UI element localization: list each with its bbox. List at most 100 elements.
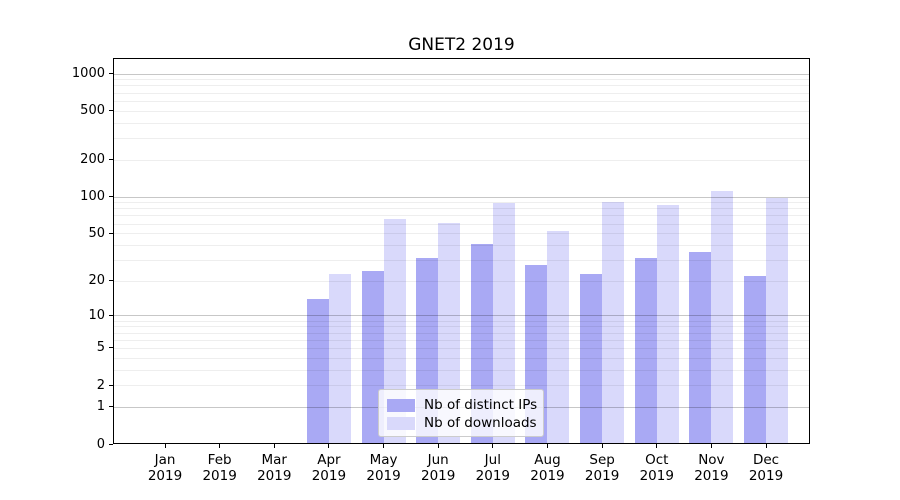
- gridline-minor: [113, 320, 810, 322]
- x-tick-year: 2019: [202, 468, 237, 484]
- x-tick-mark: [164, 444, 166, 448]
- x-tick-year: 2019: [530, 468, 565, 484]
- bar-ips-sep: [580, 273, 603, 444]
- bar-downloads-may: [383, 218, 406, 444]
- gridline-minor: [113, 244, 810, 246]
- chart-title: GNET2 2019: [408, 35, 515, 55]
- gridline-minor: [113, 369, 810, 371]
- y-tick-mark: [109, 314, 113, 316]
- x-tick-mark: [710, 444, 712, 448]
- gridline-minor: [113, 339, 810, 341]
- y-tick-label: 1: [96, 399, 105, 415]
- y-tick-mark: [109, 159, 113, 161]
- y-tick-mark: [109, 232, 113, 234]
- x-tick-label-jun: Jun 2019: [408, 452, 468, 484]
- x-tick-label-jan: Jan 2019: [135, 452, 195, 484]
- gridline-minor: [113, 357, 810, 359]
- bar-ips-nov: [689, 251, 712, 444]
- y-tick-mark: [109, 384, 113, 386]
- bar-downloads-nov: [711, 191, 734, 444]
- x-tick-month: Aug: [534, 452, 561, 468]
- x-tick-year: 2019: [584, 468, 620, 484]
- x-tick-label-jul: Jul 2019: [463, 452, 523, 484]
- x-tick-mark: [656, 444, 658, 448]
- y-tick-label: 5: [96, 340, 105, 356]
- legend-swatch: [387, 398, 415, 412]
- x-tick-month: Sep: [589, 452, 615, 468]
- y-tick-mark: [109, 110, 113, 112]
- y-tick-mark: [109, 443, 113, 445]
- bar-downloads-jul: [492, 202, 515, 444]
- legend-swatch: [387, 416, 415, 430]
- x-tick-month: Oct: [645, 452, 669, 468]
- x-tick-mark: [546, 444, 548, 448]
- bar-ips-apr: [306, 298, 329, 444]
- gridline-minor: [113, 385, 810, 387]
- y-tick-label: 2: [96, 377, 105, 393]
- y-tick-label: 10: [88, 307, 105, 323]
- x-tick-mark: [383, 444, 385, 448]
- bar-downloads-apr: [328, 273, 351, 444]
- y-tick-mark: [109, 72, 113, 74]
- y-tick-mark: [109, 347, 113, 349]
- gridline-minor: [113, 332, 810, 334]
- x-tick-mark: [492, 444, 494, 448]
- bar-downloads-oct: [656, 205, 679, 444]
- y-tick-label: 100: [80, 188, 105, 204]
- x-tick-month: Jan: [154, 452, 176, 468]
- y-tick-mark: [109, 280, 113, 282]
- x-tick-label-nov: Nov 2019: [681, 452, 741, 484]
- gridline-minor: [113, 215, 810, 217]
- gridline-minor: [113, 137, 810, 139]
- x-tick-month: Jun: [427, 452, 449, 468]
- x-tick-mark: [437, 444, 439, 448]
- x-tick-label-sep: Sep 2019: [572, 452, 632, 484]
- legend-label: Nb of distinct IPs: [424, 397, 538, 413]
- gridline-major: [113, 196, 810, 198]
- gridline-minor: [113, 233, 810, 235]
- x-tick-mark: [328, 444, 330, 448]
- x-tick-month: Mar: [261, 452, 287, 468]
- x-tick-year: 2019: [748, 468, 784, 484]
- bar-downloads-dec: [766, 198, 789, 444]
- y-tick-label: 20: [88, 273, 105, 289]
- legend-label: Nb of downloads: [424, 415, 537, 431]
- x-tick-label-aug: Aug 2019: [517, 452, 577, 484]
- y-tick-label: 0: [96, 436, 105, 452]
- legend-item: Nb of distinct IPs: [379, 396, 543, 414]
- gridline-minor: [113, 208, 810, 210]
- x-tick-year: 2019: [366, 468, 401, 484]
- x-tick-year: 2019: [475, 468, 510, 484]
- y-tick-mark: [109, 195, 113, 197]
- gridline-minor: [113, 223, 810, 225]
- x-tick-label-feb: Feb 2019: [190, 452, 250, 484]
- x-tick-month: Nov: [698, 452, 725, 468]
- x-tick-label-mar: Mar 2019: [244, 452, 304, 484]
- gridline-minor: [113, 92, 810, 94]
- y-tick-mark: [109, 406, 113, 408]
- x-tick-label-dec: Dec 2019: [736, 452, 796, 484]
- gridline-minor: [113, 159, 810, 161]
- x-tick-label-oct: Oct 2019: [627, 452, 687, 484]
- gridline-minor: [113, 326, 810, 328]
- gridline-minor: [113, 202, 810, 204]
- gridline-minor: [113, 122, 810, 124]
- gridline-minor: [113, 79, 810, 81]
- bar-ips-oct: [634, 258, 657, 444]
- x-tick-year: 2019: [694, 468, 729, 484]
- y-tick-label: 50: [88, 225, 105, 241]
- x-tick-month: Dec: [752, 452, 780, 468]
- x-tick-mark: [219, 444, 221, 448]
- legend-item: Nb of downloads: [379, 414, 543, 432]
- bar-downloads-aug: [547, 231, 570, 444]
- x-tick-month: Jul: [484, 452, 501, 468]
- x-tick-label-apr: Apr 2019: [299, 452, 359, 484]
- x-tick-month: Apr: [317, 452, 341, 468]
- x-tick-year: 2019: [147, 468, 183, 484]
- x-tick-label-may: May 2019: [354, 452, 414, 484]
- gridline-minor: [113, 259, 810, 261]
- legend: Nb of distinct IPs Nb of downloads: [378, 389, 544, 437]
- gridline-minor: [113, 347, 810, 349]
- gridline-minor: [113, 100, 810, 102]
